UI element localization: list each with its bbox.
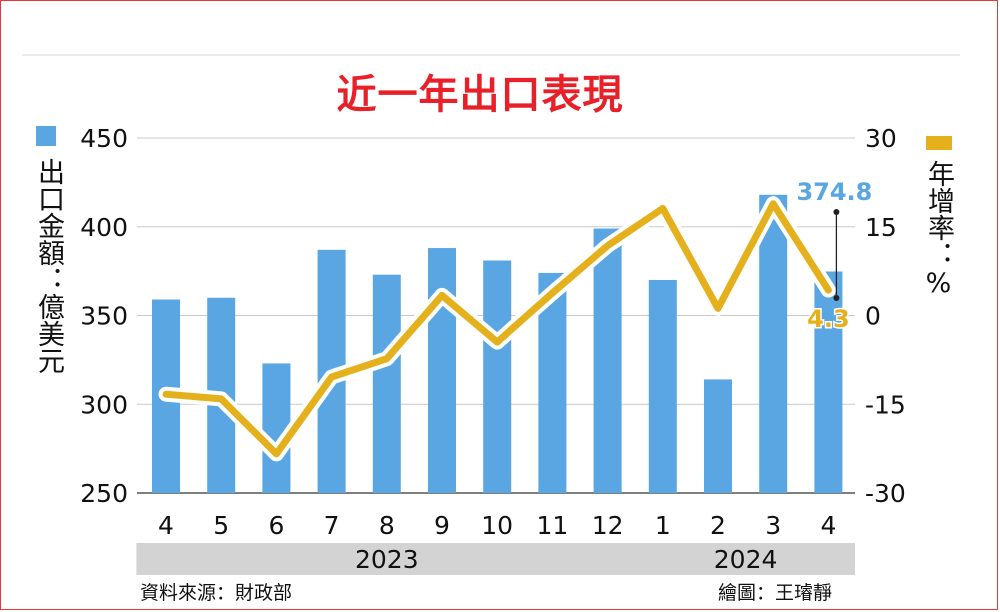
x-tick-label: 2 bbox=[710, 511, 726, 540]
bar-legend-swatch bbox=[36, 126, 56, 146]
x-tick-label: 12 bbox=[592, 511, 624, 540]
source-note: 資料來源：財政部 bbox=[140, 582, 293, 604]
left-tick-label: 300 bbox=[80, 390, 128, 419]
bar bbox=[814, 271, 843, 493]
year-band bbox=[136, 543, 635, 575]
growth-line bbox=[162, 200, 832, 458]
line-legend-swatch bbox=[926, 136, 952, 150]
right-tick-label: -15 bbox=[865, 390, 906, 419]
year-band bbox=[633, 543, 855, 575]
chart-title: 近一年出口表現 bbox=[336, 72, 624, 118]
right-tick-label: 0 bbox=[865, 302, 881, 331]
x-tick-label: 8 bbox=[379, 511, 395, 540]
right-axis-label: 年增率：% bbox=[923, 160, 954, 299]
x-tick-label: 7 bbox=[324, 511, 340, 540]
bar bbox=[704, 379, 732, 493]
year-label: 2024 bbox=[714, 545, 778, 574]
x-tick-label: 10 bbox=[481, 511, 513, 540]
x-tick-label: 4 bbox=[820, 511, 836, 540]
left-tick-label: 400 bbox=[80, 213, 128, 242]
bar-value-annotation: 374.8 bbox=[796, 178, 872, 206]
left-tick-label: 450 bbox=[80, 124, 128, 153]
bar bbox=[428, 248, 456, 493]
x-tick-label: 6 bbox=[268, 511, 284, 540]
x-tick-label: 5 bbox=[213, 511, 229, 540]
x-tick-label: 4 bbox=[158, 511, 174, 540]
left-axis-label: 出口金額：億美元 bbox=[33, 158, 64, 374]
bar bbox=[759, 194, 788, 494]
x-tick-label: 9 bbox=[434, 511, 450, 540]
credit-note: 繪圖：王璿靜 bbox=[718, 582, 833, 604]
right-tick-label: 15 bbox=[865, 213, 897, 242]
annotation-dot bbox=[833, 209, 840, 215]
bar bbox=[648, 280, 677, 493]
bar bbox=[593, 228, 622, 493]
line-value-annotation: 4.3 bbox=[807, 305, 850, 333]
right-tick-label: 30 bbox=[865, 124, 897, 153]
x-tick-label: 1 bbox=[655, 511, 671, 540]
bar bbox=[372, 274, 401, 493]
x-tick-label: 3 bbox=[765, 511, 781, 540]
year-label: 2023 bbox=[355, 545, 419, 574]
x-tick-label: 11 bbox=[536, 511, 568, 540]
bar bbox=[483, 260, 512, 493]
left-tick-label: 250 bbox=[80, 479, 128, 508]
right-tick-label: -30 bbox=[865, 479, 906, 508]
top-divider bbox=[22, 54, 960, 56]
left-tick-label: 350 bbox=[80, 302, 128, 331]
annotation-dot bbox=[833, 295, 840, 302]
